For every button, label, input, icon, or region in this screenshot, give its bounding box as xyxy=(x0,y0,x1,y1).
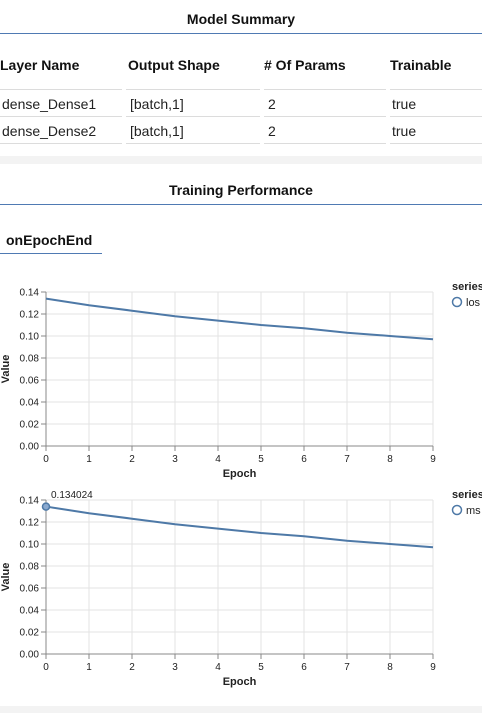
cell-num-params: 2 xyxy=(268,123,276,139)
y-tick-label: 0.08 xyxy=(20,562,40,573)
row-divider xyxy=(390,89,482,90)
x-tick-label: 9 xyxy=(430,454,436,465)
x-tick-label: 5 xyxy=(258,454,264,465)
cell-layer-name: dense_Dense1 xyxy=(2,96,97,112)
x-tick-label: 1 xyxy=(86,662,92,673)
loss-chart: 0 1 2 3 4 5 6 7 8 9 0.00 0.02 0.04 0.06 0.08 0.10 0.12 0.… xyxy=(0,281,482,480)
x-tick-label: 5 xyxy=(258,662,264,673)
cell-num-params: 2 xyxy=(268,96,276,112)
y-tick-label: 0.02 xyxy=(20,628,40,639)
y-tick-label: 0.06 xyxy=(20,376,40,387)
legend-title: series xyxy=(452,489,482,501)
x-tick-label: 3 xyxy=(172,454,178,465)
model-summary-divider xyxy=(0,33,482,34)
cell-trainable: true xyxy=(392,96,417,112)
model-summary-title: Model Summary xyxy=(186,11,296,27)
y-tick-label: 0.10 xyxy=(20,540,40,551)
y-tick-label: 0.00 xyxy=(20,650,40,661)
tab-underline xyxy=(0,253,102,254)
legend-label: los xyxy=(466,297,481,309)
header-layer-name: Layer Name xyxy=(0,57,80,73)
series-line xyxy=(45,297,434,341)
y-tick-label: 0.04 xyxy=(20,606,40,617)
row-divider xyxy=(264,89,386,90)
row-divider xyxy=(126,116,260,117)
highlight-point xyxy=(41,502,51,511)
section-separator xyxy=(0,156,482,164)
x-tick-label: 2 xyxy=(129,662,135,673)
row-divider xyxy=(126,143,260,144)
x-axis-title: Epoch xyxy=(223,468,257,480)
x-tick-label: 9 xyxy=(430,662,436,673)
row-divider xyxy=(0,116,122,117)
x-tick-label: 6 xyxy=(301,454,307,465)
bottom-separator xyxy=(0,706,482,713)
cell-layer-name: dense_Dense2 xyxy=(2,123,97,139)
y-tick-label: 0.10 xyxy=(20,332,40,343)
y-axis-title: Value xyxy=(0,355,12,384)
row-divider xyxy=(0,143,122,144)
legend-label: ms xyxy=(466,505,481,517)
row-divider xyxy=(390,116,482,117)
y-tick-label: 0.12 xyxy=(20,310,40,321)
x-tick-label: 7 xyxy=(344,662,350,673)
y-tick-label: 0.14 xyxy=(20,496,40,507)
training-performance-title: Training Performance xyxy=(169,182,313,198)
x-axis-title: Epoch xyxy=(223,676,257,688)
y-tick-label: 0.08 xyxy=(20,354,40,365)
x-tick-label: 6 xyxy=(301,662,307,673)
row-divider xyxy=(264,143,386,144)
x-tick-label: 8 xyxy=(387,454,393,465)
point-value-label: 0.134024 xyxy=(51,490,93,501)
header-trainable: Trainable xyxy=(390,57,452,73)
cell-output-shape: [batch,1] xyxy=(130,96,184,112)
x-tick-label: 1 xyxy=(86,454,92,465)
x-tick-label: 0 xyxy=(43,454,49,465)
training-performance-divider xyxy=(0,204,482,205)
legend-symbol xyxy=(451,296,463,308)
x-tick-label: 3 xyxy=(172,662,178,673)
y-tick-label: 0.02 xyxy=(20,420,40,431)
x-tick-label: 2 xyxy=(129,454,135,465)
legend-symbol xyxy=(451,504,463,516)
header-num-params: # Of Params xyxy=(264,57,346,73)
row-divider xyxy=(126,89,260,90)
y-tick-label: 0.14 xyxy=(20,288,40,299)
series-line xyxy=(45,505,434,549)
y-axis-title: Value xyxy=(0,563,12,592)
row-divider xyxy=(0,89,122,90)
y-tick-label: 0.04 xyxy=(20,398,40,409)
y-tick-label: 0.06 xyxy=(20,584,40,595)
tab-on-epoch-end[interactable]: onEpochEnd xyxy=(6,232,93,248)
x-tick-label: 4 xyxy=(215,454,221,465)
x-tick-label: 4 xyxy=(215,662,221,673)
legend-title: series xyxy=(452,281,482,293)
header-output-shape: Output Shape xyxy=(128,57,220,73)
cell-trainable: true xyxy=(392,123,417,139)
mse-chart: 0 1 2 3 4 5 6 7 8 9 0.00 0.02 0.04 0.06 0.08 0.10 0.12 0.… xyxy=(0,489,482,688)
cell-output-shape: [batch,1] xyxy=(130,123,184,139)
y-tick-label: 0.00 xyxy=(20,442,40,453)
y-tick-label: 0.12 xyxy=(20,518,40,529)
row-divider xyxy=(264,116,386,117)
x-tick-label: 7 xyxy=(344,454,350,465)
row-divider xyxy=(390,143,482,144)
x-tick-label: 0 xyxy=(43,662,49,673)
x-tick-label: 8 xyxy=(387,662,393,673)
